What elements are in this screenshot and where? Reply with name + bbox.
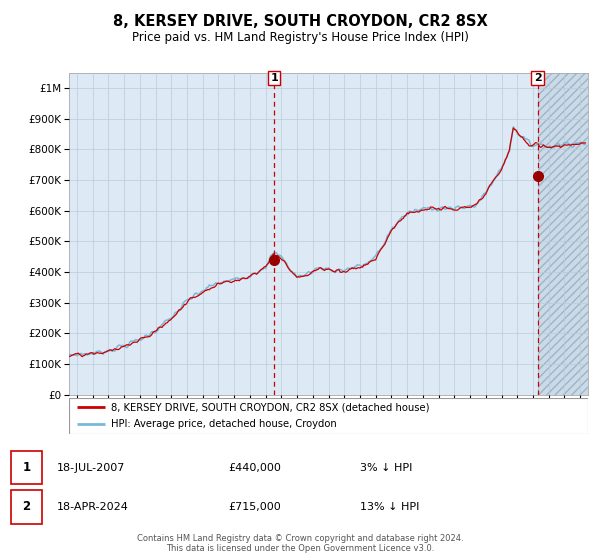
Text: HPI: Average price, detached house, Croydon: HPI: Average price, detached house, Croy… bbox=[110, 419, 336, 429]
Text: 18-APR-2024: 18-APR-2024 bbox=[57, 502, 129, 512]
Text: 18-JUL-2007: 18-JUL-2007 bbox=[57, 463, 125, 473]
Text: 2: 2 bbox=[22, 500, 31, 514]
Text: 1: 1 bbox=[22, 461, 31, 474]
Text: £715,000: £715,000 bbox=[228, 502, 281, 512]
Text: 1: 1 bbox=[270, 73, 278, 83]
Text: 8, KERSEY DRIVE, SOUTH CROYDON, CR2 8SX (detached house): 8, KERSEY DRIVE, SOUTH CROYDON, CR2 8SX … bbox=[110, 403, 429, 412]
Text: 13% ↓ HPI: 13% ↓ HPI bbox=[360, 502, 419, 512]
Text: 2: 2 bbox=[533, 73, 541, 83]
Text: 3% ↓ HPI: 3% ↓ HPI bbox=[360, 463, 412, 473]
Text: Contains HM Land Registry data © Crown copyright and database right 2024.
This d: Contains HM Land Registry data © Crown c… bbox=[137, 534, 463, 553]
Text: Price paid vs. HM Land Registry's House Price Index (HPI): Price paid vs. HM Land Registry's House … bbox=[131, 31, 469, 44]
Text: £440,000: £440,000 bbox=[228, 463, 281, 473]
Text: 8, KERSEY DRIVE, SOUTH CROYDON, CR2 8SX: 8, KERSEY DRIVE, SOUTH CROYDON, CR2 8SX bbox=[113, 14, 487, 29]
Bar bbox=[538, 73, 588, 395]
